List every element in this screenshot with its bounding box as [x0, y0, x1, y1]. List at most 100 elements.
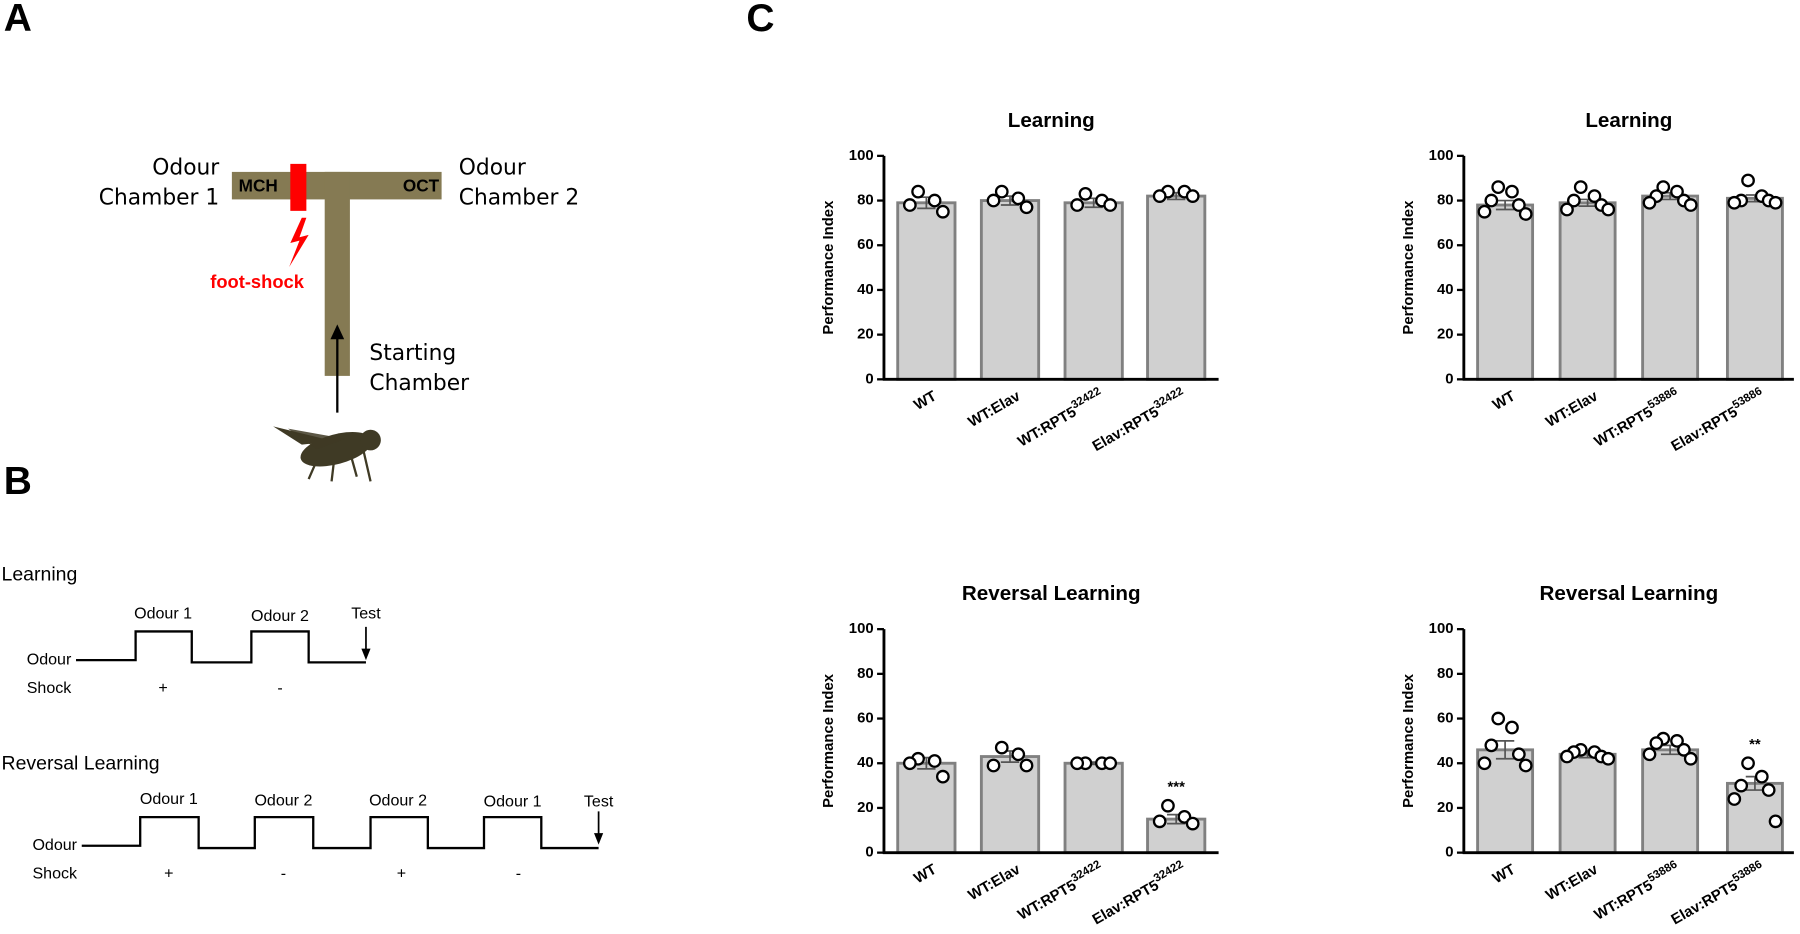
data-point: [1768, 814, 1783, 829]
y-axis-label: Performance Index: [821, 200, 837, 335]
data-point: [1642, 195, 1657, 210]
y-tick-label: 20: [1437, 800, 1454, 816]
x-tick-label: Elav:RPT553886: [1667, 859, 1768, 929]
category-superscript: 32422: [1069, 385, 1103, 411]
t-maze: [231, 163, 442, 482]
data-point: [1152, 814, 1167, 829]
panel-label: B: [4, 460, 32, 503]
y-axis-label: Performance Index: [821, 673, 837, 808]
data-point: [1511, 198, 1526, 212]
row-label: Shock: [32, 865, 78, 883]
y-tick-label: 60: [857, 237, 874, 253]
data-point: [1649, 736, 1664, 751]
odour-label: MCH: [239, 175, 278, 195]
category-name: WT:Elav: [966, 388, 1024, 431]
x-tick-label: Elav:RPT532422: [1088, 859, 1189, 929]
data-point: [1070, 198, 1085, 212]
bar: [979, 755, 1041, 855]
data-point: [1734, 778, 1749, 793]
shock-sign: -: [516, 865, 521, 883]
y-tick-label: 20: [1437, 327, 1454, 343]
data-point: [1642, 747, 1657, 762]
category-name: Elav:RPT5: [1669, 404, 1741, 455]
data-point: [902, 198, 917, 212]
category-name: Elav:RPT5: [1669, 878, 1741, 929]
data-point: [935, 204, 950, 219]
y-tick-label: 40: [1437, 755, 1454, 771]
category-name: Elav:RPT5: [1090, 404, 1162, 455]
y-tick-label: 40: [857, 755, 874, 771]
data-point: [1185, 189, 1200, 203]
bar: [1146, 194, 1207, 381]
bar: [1725, 196, 1784, 381]
data-point: [1070, 756, 1085, 771]
data-point: [1161, 798, 1175, 813]
y-tick-label: 100: [1429, 148, 1454, 164]
data-point: [927, 754, 942, 768]
data-point: [1727, 792, 1742, 806]
data-point: [1491, 711, 1506, 726]
data-point: [1011, 191, 1026, 206]
odour-label: Odour 1: [484, 792, 542, 810]
category-name: WT: [911, 862, 939, 887]
data-point: [1670, 184, 1684, 199]
data-point: [927, 193, 942, 208]
category-name: WT:Elav: [1543, 388, 1601, 431]
category-name: Elav:RPT5: [1090, 878, 1162, 929]
data-point: [1518, 207, 1533, 221]
start-label: Starting: [369, 341, 456, 366]
category-name: WT:RPT5: [1592, 404, 1656, 450]
bar: [896, 201, 957, 381]
protocol-title: Learning: [2, 563, 78, 585]
panel-label: A: [4, 0, 32, 40]
shock-label: foot-shock: [210, 271, 304, 292]
x-tick-label: WT:Elav: [966, 388, 1024, 431]
y-tick-label: 60: [1437, 710, 1454, 726]
data-point: [1560, 749, 1574, 764]
data-point: [1103, 756, 1118, 771]
significance: ***: [1168, 779, 1186, 795]
data-point: [1484, 738, 1499, 753]
shock-sign: +: [164, 865, 173, 883]
chart-title: Learning: [1585, 109, 1672, 132]
category-superscript: 53886: [1646, 859, 1680, 885]
shock-grid: [290, 163, 307, 211]
category-name: WT:RPT5: [1015, 404, 1079, 450]
odour-label: Odour 1: [140, 790, 198, 808]
fly: [273, 426, 381, 482]
timeline: [81, 815, 599, 850]
y-tick-label: 80: [857, 192, 874, 208]
arrow-head: [361, 648, 371, 661]
chart-title: Reversal Learning: [962, 582, 1141, 605]
row-label: Odour: [32, 836, 77, 854]
data-point: [911, 184, 925, 199]
arrow-head: [594, 833, 604, 845]
protocol-title: Reversal Learning: [2, 753, 160, 775]
y-tick-label: 100: [849, 148, 874, 164]
y-tick-label: 60: [857, 710, 874, 726]
y-tick-label: 0: [1445, 371, 1453, 387]
data-point: [1573, 180, 1588, 195]
bar: [1063, 761, 1124, 855]
category-name: WT: [1490, 862, 1518, 887]
y-tick-label: 0: [1445, 845, 1453, 861]
y-tick-label: 0: [865, 845, 873, 861]
y-tick-label: 20: [857, 327, 874, 343]
data-point: [1477, 756, 1492, 771]
arrow-head: [330, 324, 345, 340]
y-axis-label: Performance Index: [1401, 200, 1417, 335]
data-point: [1518, 758, 1533, 773]
row-label: Odour: [27, 650, 72, 668]
category-name: WT:Elav: [1543, 861, 1601, 904]
bar: [1558, 201, 1617, 381]
data-point: [1761, 783, 1776, 797]
y-tick-label: 20: [857, 800, 874, 816]
y-tick-label: 80: [857, 666, 874, 682]
data-point: [1587, 189, 1602, 203]
x-tick-label: WT: [911, 388, 939, 413]
data-point: [1511, 747, 1526, 762]
data-point: [1727, 195, 1742, 210]
odour-label: OCT: [403, 175, 440, 195]
odour-label: Odour 1: [134, 604, 192, 622]
data-point: [1670, 734, 1684, 748]
